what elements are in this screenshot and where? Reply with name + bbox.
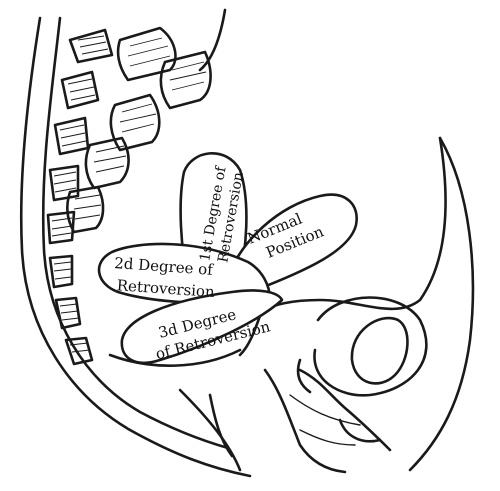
body-outline: [19, 8, 252, 478]
bladder: [313, 296, 428, 397]
normal-label: Normal Position: [245, 209, 327, 261]
sacral-vertebrae: [46, 28, 114, 366]
abdominal-wall: [260, 136, 475, 472]
sacral-bodies: [66, 26, 212, 234]
third-degree-shape: [120, 289, 284, 365]
pelvic-floor: [108, 308, 392, 474]
